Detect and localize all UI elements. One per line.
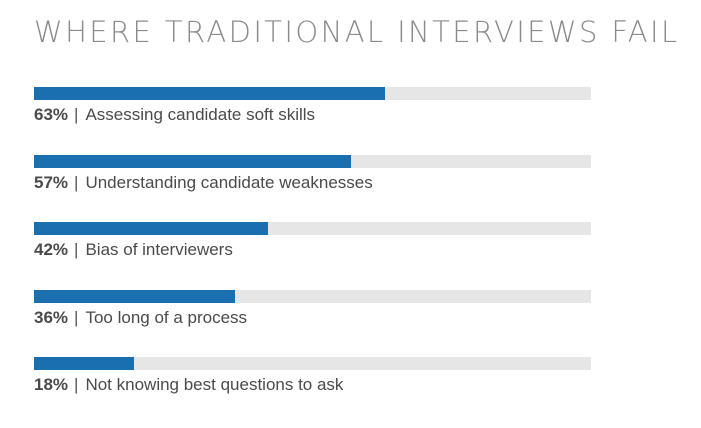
bar-category-label: Too long of a process bbox=[85, 308, 248, 327]
bar-row: 63% | Assessing candidate soft skills bbox=[34, 87, 591, 127]
bar-track bbox=[34, 290, 591, 303]
label-separator: | bbox=[74, 173, 79, 192]
bar-label: 57% | Understanding candidate weaknesses bbox=[34, 172, 373, 194]
label-separator: | bbox=[74, 308, 79, 327]
bar-category-label: Assessing candidate soft skills bbox=[85, 105, 316, 124]
bar-track bbox=[34, 222, 591, 235]
bar bbox=[34, 357, 134, 370]
bar-value-label: 63% bbox=[34, 105, 69, 124]
bar-category-label: Bias of interviewers bbox=[85, 240, 233, 259]
label-separator: | bbox=[74, 105, 79, 124]
bar-value-label: 36% bbox=[34, 308, 69, 327]
bar-track bbox=[34, 357, 591, 370]
bar-track bbox=[34, 155, 591, 168]
bar bbox=[34, 290, 235, 303]
bar-value-label: 42% bbox=[34, 240, 69, 259]
bar-label: 36% | Too long of a process bbox=[34, 307, 247, 329]
bar-label: 63% | Assessing candidate soft skills bbox=[34, 104, 315, 126]
bar-label: 18% | Not knowing best questions to ask bbox=[34, 374, 343, 396]
bar-row: 57% | Understanding candidate weaknesses bbox=[34, 155, 591, 195]
chart-title: WHERE TRADITIONAL INTERVIEWS FAIL bbox=[34, 15, 680, 49]
bar-row: 18% | Not knowing best questions to ask bbox=[34, 357, 591, 397]
bar-category-label: Not knowing best questions to ask bbox=[85, 375, 344, 394]
bar-value-label: 18% bbox=[34, 375, 69, 394]
bar bbox=[34, 155, 351, 168]
label-separator: | bbox=[74, 375, 79, 394]
bar-value-label: 57% bbox=[34, 173, 69, 192]
bar-label: 42% | Bias of interviewers bbox=[34, 239, 233, 261]
bar-row: 36% | Too long of a process bbox=[34, 290, 591, 330]
bar-category-label: Understanding candidate weaknesses bbox=[85, 173, 373, 192]
bar-row: 42% | Bias of interviewers bbox=[34, 222, 591, 262]
label-separator: | bbox=[74, 240, 79, 259]
bar bbox=[34, 87, 385, 100]
bar-track bbox=[34, 87, 591, 100]
bar bbox=[34, 222, 268, 235]
